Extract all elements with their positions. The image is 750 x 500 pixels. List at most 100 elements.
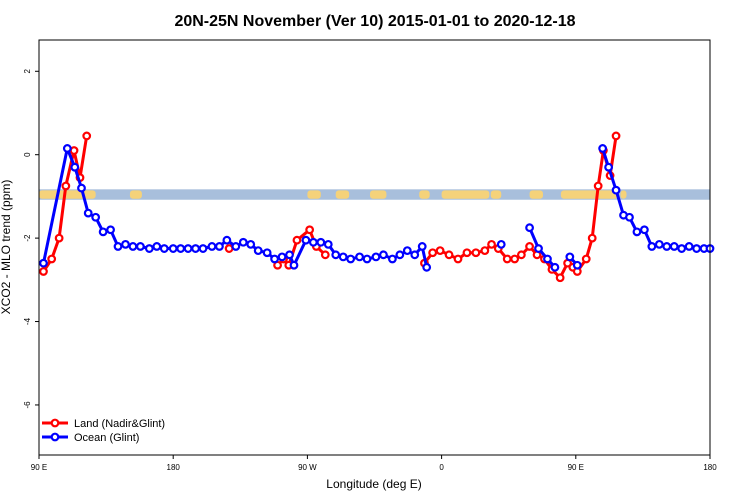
series-1-point — [207, 242, 217, 251]
series-0-point — [611, 131, 621, 141]
series-1-point — [410, 250, 420, 260]
series-0-point — [453, 254, 463, 264]
series-1-point — [70, 162, 80, 172]
series-1-point — [39, 258, 48, 268]
series-1-point — [534, 244, 543, 253]
series-0-point — [320, 250, 330, 260]
series-1-point — [106, 225, 115, 235]
series-1-point — [77, 183, 86, 193]
map-land-2 — [307, 190, 321, 199]
series-0-point — [224, 244, 234, 253]
series-1-point — [262, 248, 272, 258]
series-1-point — [176, 244, 186, 253]
map-land-3 — [335, 190, 350, 199]
series-1-point — [525, 223, 534, 233]
series-1 — [39, 144, 715, 272]
series-0-point — [487, 239, 496, 249]
series-1-point — [113, 242, 123, 251]
y-tick-label: -4 — [23, 317, 32, 325]
series-0-point — [428, 248, 438, 258]
chart-title: 20N-25N November (Ver 10) 2015-01-01 to … — [174, 13, 575, 30]
series-0 — [39, 131, 621, 283]
map-land-7 — [490, 190, 502, 199]
series-0-point — [61, 181, 71, 191]
series-1-point — [144, 244, 154, 253]
x-tick-label: 180 — [167, 463, 181, 472]
series-1-point — [692, 244, 701, 253]
series-1-point — [323, 239, 333, 249]
map-land-5 — [419, 190, 430, 199]
x-tick-label: 90 E — [31, 463, 47, 472]
series-1-point — [654, 239, 664, 249]
series-1-point — [285, 250, 294, 260]
series-0-point — [502, 254, 512, 264]
series-1-point — [598, 144, 608, 153]
series-1-point — [677, 244, 687, 253]
y-axis-label: XCO2 - MLO trend (ppm) — [0, 180, 13, 315]
y-tick-label: -2 — [23, 234, 32, 242]
series-0-point — [54, 233, 64, 243]
series-1-line-2 — [528, 227, 557, 269]
series-1-point — [301, 235, 311, 245]
series-1-point — [543, 254, 552, 264]
legend-swatch-marker — [50, 418, 60, 428]
series-1-point — [222, 235, 232, 245]
series-1-point — [338, 252, 348, 262]
series-1-point — [191, 244, 200, 253]
series-0-point — [292, 235, 302, 245]
map-land-10 — [620, 190, 627, 199]
series-1-point — [362, 254, 372, 264]
plot-area — [39, 131, 715, 283]
y-tick-label: -6 — [23, 401, 32, 409]
series-1-point — [91, 212, 101, 222]
series-0-point — [516, 250, 526, 260]
series-1-point — [572, 260, 582, 270]
series-1-point — [379, 250, 388, 260]
series-0-point — [510, 254, 520, 264]
series-1-point — [387, 254, 397, 264]
series-0-point — [435, 246, 445, 256]
series-1-point — [611, 185, 621, 195]
series-1-point — [289, 260, 299, 270]
legend-item-label: Land (Nadir&Glint) — [74, 418, 165, 430]
series-1-point — [308, 237, 318, 247]
map-land-6 — [441, 190, 490, 199]
series-1-point — [231, 242, 241, 251]
series-0-point — [587, 233, 597, 243]
series-1-point — [62, 144, 72, 153]
series-1-point — [684, 242, 694, 251]
series-1-point — [246, 239, 256, 249]
series-1-point — [550, 262, 560, 272]
series-1-point — [159, 244, 169, 253]
series-1-point — [625, 212, 634, 222]
series-1-point — [98, 227, 108, 237]
map-land-0 — [39, 190, 96, 199]
series-1-point — [183, 244, 193, 253]
map-land-9 — [560, 190, 618, 199]
series-0-point — [480, 246, 490, 256]
series-0-point — [525, 242, 534, 251]
series-1-point — [331, 250, 341, 260]
series-1-point — [253, 246, 263, 256]
legend-swatch-marker — [50, 432, 60, 442]
x-axis-label: Longitude (deg E) — [326, 477, 421, 491]
map-land-8 — [529, 190, 543, 199]
legend: Land (Nadir&Glint) Ocean (Glint) — [42, 418, 165, 444]
series-0-point — [305, 225, 315, 235]
series-1-point — [168, 244, 178, 253]
series-0-point — [593, 181, 603, 191]
series-1-point — [496, 239, 506, 249]
series-1-point — [215, 242, 224, 251]
series-1-point — [647, 242, 657, 251]
series-0-point — [39, 267, 48, 276]
series-0-point — [82, 131, 92, 141]
series-1-point — [371, 252, 381, 262]
series-1-point — [270, 254, 279, 264]
series-1-point — [128, 242, 138, 251]
series-1-point — [238, 237, 248, 247]
x-tick-label: 0 — [439, 463, 444, 472]
series-1-point — [152, 242, 162, 251]
series-1-point — [277, 252, 287, 262]
series-1-point — [198, 244, 208, 253]
